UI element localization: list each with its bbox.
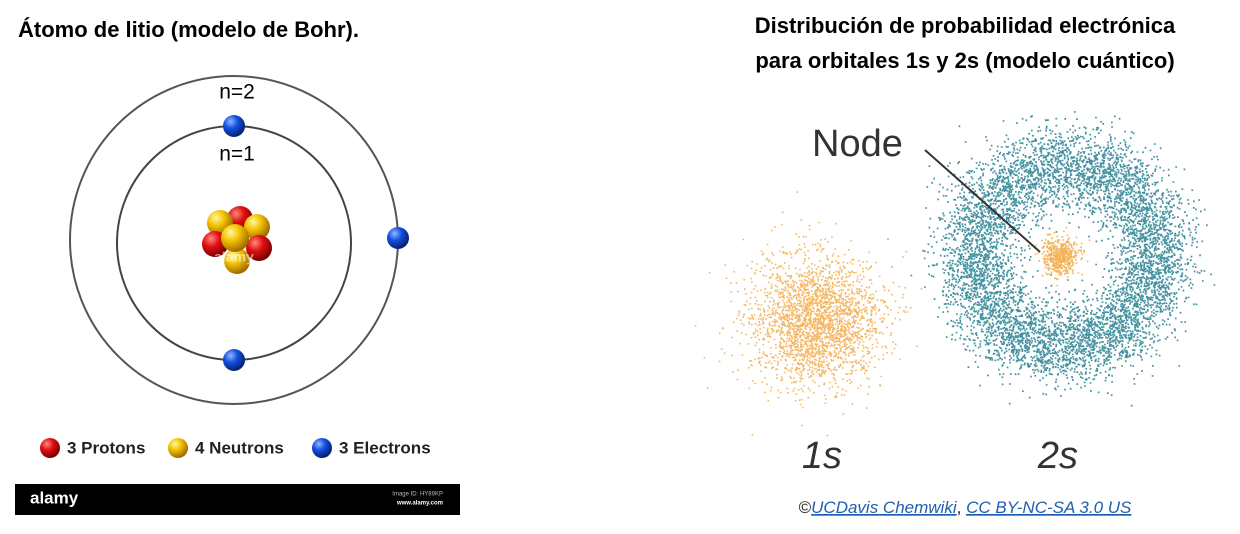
credit-source-link[interactable]: UCDavis Chemwiki xyxy=(811,498,958,517)
right-title: Distribución de probabilidad electrónica xyxy=(755,13,1176,38)
legend-label: 3 Electrons xyxy=(339,438,431,457)
cloud-2s-core xyxy=(1034,226,1091,287)
right-title: para orbitales 1s y 2s (modelo cuántico) xyxy=(755,48,1174,73)
left-title: Átomo de litio (modelo de Bohr). xyxy=(18,17,359,42)
orbital-label: 1s xyxy=(802,435,842,477)
electron xyxy=(223,349,245,371)
footer-site: www.alamy.com xyxy=(396,501,443,507)
credit-separator: , xyxy=(957,498,962,517)
node-pointer xyxy=(924,149,1041,253)
orbital-label: 2s xyxy=(1037,435,1078,477)
cloud-1s xyxy=(694,191,923,437)
footer-id: Image ID: HY89KP xyxy=(392,492,443,498)
watermark: alamy xyxy=(214,249,254,265)
legend-swatch xyxy=(312,438,332,458)
legend-label: 4 Neutrons xyxy=(195,438,284,457)
clouds xyxy=(694,111,1216,437)
legend-swatch xyxy=(168,438,188,458)
electron xyxy=(223,115,245,137)
footer-bar xyxy=(15,484,460,515)
node-label: Node xyxy=(812,123,903,165)
credit-license-link[interactable]: CC BY-NC-SA 3.0 US xyxy=(966,498,1132,517)
electron xyxy=(387,227,409,249)
orbit-label: n=2 xyxy=(219,81,255,104)
legend-label: 3 Protons xyxy=(67,438,145,457)
nucleus xyxy=(202,206,272,274)
legend-swatch xyxy=(40,438,60,458)
cloud-2s-ring xyxy=(910,111,1216,407)
credit: ©UCDavis Chemwiki, CC BY-NC-SA 3.0 US xyxy=(799,498,1132,517)
orbit-label: n=1 xyxy=(219,143,255,166)
footer-brand: alamy xyxy=(30,488,79,507)
credit-prefix: © xyxy=(799,498,812,517)
